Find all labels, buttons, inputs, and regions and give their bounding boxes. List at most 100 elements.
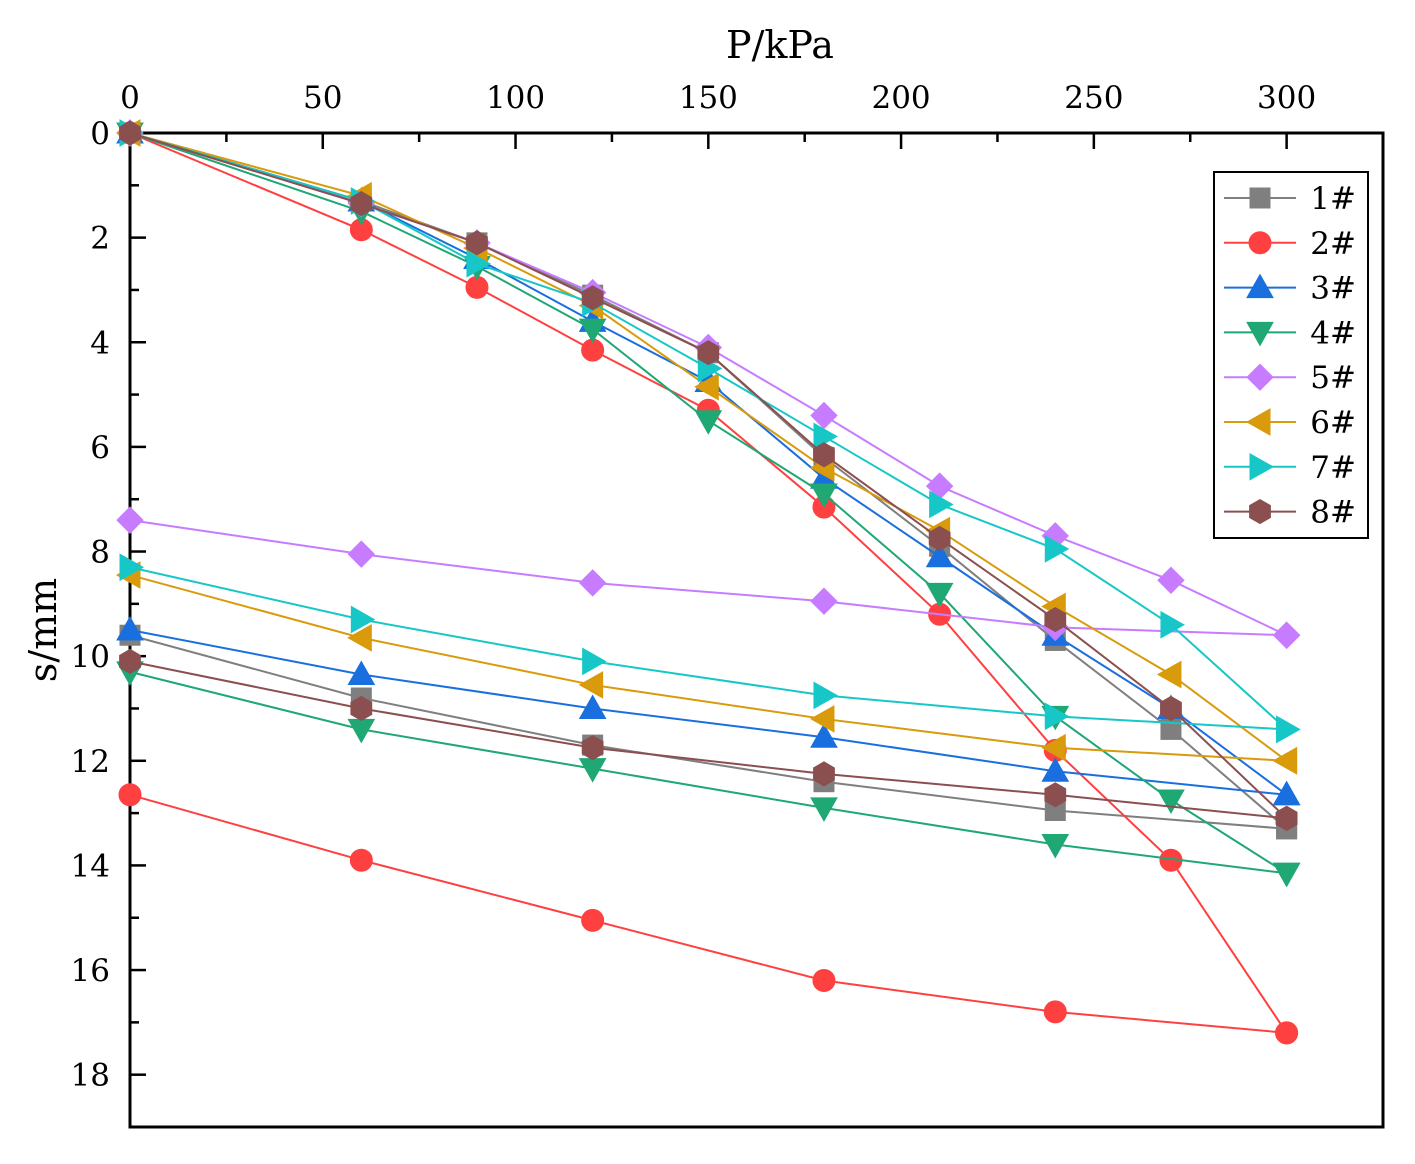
data-point (1041, 833, 1070, 859)
y-tick-label: 0 (90, 116, 110, 152)
data-point (928, 525, 951, 552)
data-point (1275, 805, 1298, 831)
data-point (578, 671, 604, 699)
legend-label: 6# (1310, 405, 1356, 441)
data-point (347, 623, 372, 652)
data-point (1044, 782, 1067, 808)
data-point (929, 490, 954, 519)
series-4 (116, 122, 1301, 888)
data-point (810, 483, 838, 508)
legend-item: 4# (1224, 315, 1356, 351)
series-line-unloading (129, 519, 1287, 637)
data-point (1272, 780, 1301, 806)
x-tick-label: 250 (1064, 80, 1123, 116)
data-point (1276, 715, 1301, 744)
data-point (694, 410, 723, 435)
series-line-unloading (129, 670, 1287, 875)
legend-item: 7# (1224, 450, 1356, 486)
data-point (697, 340, 720, 366)
legend-label: 4# (1310, 315, 1356, 351)
x-tick-label: 300 (1257, 80, 1316, 116)
axes: 0 50 100 150 200 250 300 0 2 4 6 8 10 12 14 16 18 (71, 80, 1385, 1129)
data-point (925, 542, 954, 568)
legend-marker (1249, 452, 1275, 481)
data-point (347, 540, 376, 568)
y-tick-label: 14 (71, 848, 110, 884)
data-point (119, 553, 145, 582)
data-point (813, 761, 835, 787)
series-line-loading (129, 132, 1288, 820)
data-point (578, 569, 607, 597)
x-tick-label: 50 (303, 80, 342, 116)
series-line-loading (129, 132, 1288, 1034)
series-line-unloading (129, 629, 1287, 796)
y-tick-label: 10 (71, 639, 110, 675)
data-point (119, 648, 141, 674)
legend-item: 2# (1224, 226, 1356, 262)
legend-item: 1# (1224, 181, 1356, 217)
data-point (578, 694, 607, 719)
data-point (810, 797, 838, 822)
y-tick-label: 16 (71, 953, 110, 989)
data-point (813, 422, 838, 451)
legend-label: 5# (1310, 360, 1356, 396)
data-point (694, 372, 719, 401)
legend-marker (1249, 187, 1271, 209)
series-line-unloading (129, 574, 1287, 762)
legend-label: 1# (1310, 181, 1356, 217)
data-point (1043, 1000, 1067, 1024)
data-point (1160, 695, 1182, 722)
data-point (1044, 535, 1070, 563)
legend-label: 8# (1310, 495, 1356, 531)
legend-marker (1245, 408, 1271, 436)
data-point (1041, 733, 1066, 762)
data-point (349, 848, 373, 872)
legend-item: 8# (1224, 495, 1356, 531)
data-point (1044, 702, 1070, 731)
data-point (1157, 566, 1185, 595)
data-point (810, 401, 838, 430)
data-point (1272, 621, 1301, 649)
data-point (1156, 660, 1182, 689)
y-tick-label: 6 (90, 430, 110, 466)
series-line-unloading (129, 634, 1287, 830)
y-tick-label: 12 (71, 744, 110, 780)
data-point (813, 681, 838, 710)
series-line-loading (129, 132, 1288, 875)
y-axis-title: s/mm (21, 578, 65, 682)
data-point (581, 735, 604, 761)
data-point (1044, 606, 1067, 633)
legend-box (1213, 171, 1369, 539)
data-point (118, 783, 142, 807)
data-point (812, 969, 836, 993)
data-point (1157, 789, 1185, 815)
series-layer (115, 118, 1301, 1045)
series-line-loading (129, 132, 1288, 830)
data-point (347, 660, 376, 685)
y-tick-label: 8 (90, 535, 110, 571)
data-point (1272, 862, 1301, 888)
data-point (813, 442, 835, 468)
series-line-loading (129, 132, 1288, 762)
data-point (119, 120, 141, 146)
data-point (578, 318, 607, 344)
data-point (116, 615, 144, 641)
series-2 (118, 121, 1299, 1045)
data-point (116, 506, 144, 534)
x-axis-title: P/kPa (726, 23, 834, 67)
legend-label: 2# (1310, 226, 1356, 262)
data-point (350, 605, 376, 634)
data-point (1160, 610, 1185, 639)
legend-label: 7# (1310, 450, 1356, 486)
legend-item: 3# (1224, 271, 1356, 307)
series-line-unloading (129, 793, 1287, 1034)
x-tick-label: 100 (486, 80, 545, 116)
plot-frame (128, 131, 1385, 1129)
legend-item: 5# (1224, 360, 1356, 396)
legend-marker (1246, 321, 1274, 347)
legend: 1# 2# 3# 4# 5# 6# 7# 8# (1213, 171, 1369, 539)
y-tick-label: 4 (90, 325, 110, 361)
data-point (581, 908, 605, 932)
data-point (925, 582, 954, 608)
data-point (466, 249, 492, 278)
